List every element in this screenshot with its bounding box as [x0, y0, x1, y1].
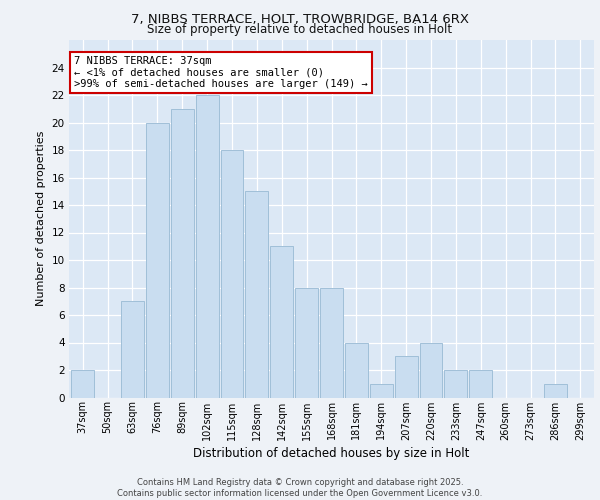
Text: Contains HM Land Registry data © Crown copyright and database right 2025.
Contai: Contains HM Land Registry data © Crown c…: [118, 478, 482, 498]
Bar: [345, 342, 368, 398]
Bar: [121, 301, 144, 398]
Bar: [71, 370, 94, 398]
Bar: [320, 288, 343, 398]
Text: 7 NIBBS TERRACE: 37sqm
← <1% of detached houses are smaller (0)
>99% of semi-det: 7 NIBBS TERRACE: 37sqm ← <1% of detached…: [74, 56, 368, 90]
Text: 7, NIBBS TERRACE, HOLT, TROWBRIDGE, BA14 6RX: 7, NIBBS TERRACE, HOLT, TROWBRIDGE, BA14…: [131, 12, 469, 26]
Y-axis label: Number of detached properties: Number of detached properties: [36, 131, 46, 306]
Text: Size of property relative to detached houses in Holt: Size of property relative to detached ho…: [148, 22, 452, 36]
Bar: [146, 122, 169, 398]
Bar: [370, 384, 393, 398]
Bar: [295, 288, 318, 398]
Bar: [469, 370, 492, 398]
Bar: [221, 150, 244, 398]
Bar: [270, 246, 293, 398]
Bar: [544, 384, 567, 398]
Bar: [196, 95, 218, 398]
Bar: [245, 191, 268, 398]
Bar: [171, 109, 194, 398]
X-axis label: Distribution of detached houses by size in Holt: Distribution of detached houses by size …: [193, 446, 470, 460]
Bar: [445, 370, 467, 398]
Bar: [419, 342, 442, 398]
Bar: [395, 356, 418, 398]
